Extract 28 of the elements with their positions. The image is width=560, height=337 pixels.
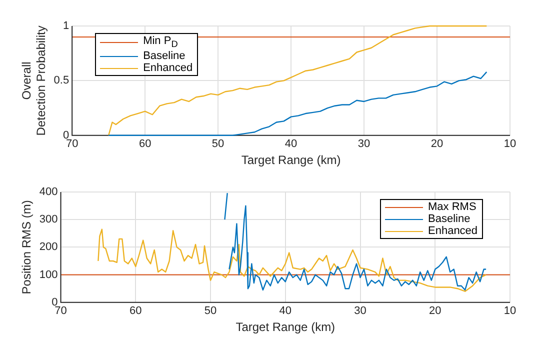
y-tick-label: 100 (39, 268, 58, 281)
x-tick-label: 50 (212, 138, 224, 150)
y-tick-label: 1 (62, 20, 70, 32)
y-tick-label: 200 (39, 241, 58, 254)
x-tick-label: 40 (279, 305, 292, 318)
x-tick-label: 40 (284, 138, 298, 150)
x-tick-label: 60 (138, 138, 152, 150)
y-axis-title: Overall Detection Probability (20, 26, 48, 136)
x-axis-title: Target Range (km) (241, 153, 341, 168)
x-tick-label: 30 (354, 305, 366, 318)
legend-label: Baseline (428, 213, 470, 225)
legend-label: Baseline (143, 50, 186, 62)
x-tick-label: 60 (130, 305, 142, 318)
x-axis-title: Target Range (km) (236, 320, 336, 334)
x-tick-label: 10 (504, 305, 516, 318)
ref-line-label: Min P$_{D}$ (143, 35, 178, 50)
x-tick-label: 20 (430, 138, 444, 150)
y-axis-title: Position RMS (m) (20, 200, 34, 294)
legend-label: Enhanced (143, 62, 193, 74)
legend-label: Max RMS (428, 201, 476, 213)
x-tick-label: 20 (429, 305, 442, 318)
x-tick-label: 50 (204, 305, 217, 318)
legend-label: Enhanced (428, 225, 478, 237)
x-tick-label: 30 (358, 138, 370, 150)
x-tick-label: 10 (504, 138, 516, 150)
y-tick-label: 0.5 (54, 74, 70, 87)
y-tick-label: 400 (39, 186, 58, 198)
y-tick-label: 300 (39, 214, 58, 226)
